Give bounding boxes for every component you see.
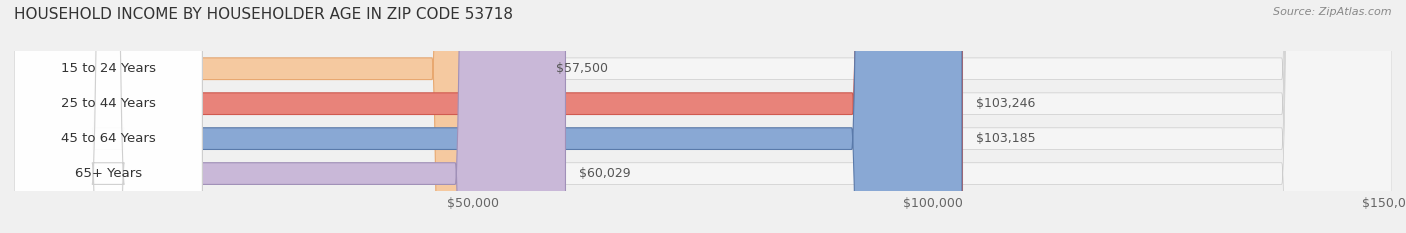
Text: 65+ Years: 65+ Years [75, 167, 142, 180]
FancyBboxPatch shape [14, 0, 1392, 233]
FancyBboxPatch shape [14, 0, 962, 233]
FancyBboxPatch shape [14, 0, 202, 233]
Text: $103,185: $103,185 [976, 132, 1035, 145]
Text: 25 to 44 Years: 25 to 44 Years [60, 97, 156, 110]
Text: 45 to 64 Years: 45 to 64 Years [60, 132, 156, 145]
Text: 15 to 24 Years: 15 to 24 Years [60, 62, 156, 75]
FancyBboxPatch shape [14, 0, 202, 233]
FancyBboxPatch shape [14, 0, 202, 233]
FancyBboxPatch shape [14, 0, 202, 233]
Text: $103,246: $103,246 [976, 97, 1036, 110]
FancyBboxPatch shape [14, 0, 1392, 233]
FancyBboxPatch shape [14, 0, 1392, 233]
FancyBboxPatch shape [14, 0, 565, 233]
FancyBboxPatch shape [14, 0, 1392, 233]
Text: $57,500: $57,500 [555, 62, 607, 75]
Text: HOUSEHOLD INCOME BY HOUSEHOLDER AGE IN ZIP CODE 53718: HOUSEHOLD INCOME BY HOUSEHOLDER AGE IN Z… [14, 7, 513, 22]
Text: $60,029: $60,029 [579, 167, 631, 180]
FancyBboxPatch shape [14, 0, 963, 233]
Text: Source: ZipAtlas.com: Source: ZipAtlas.com [1274, 7, 1392, 17]
FancyBboxPatch shape [14, 0, 543, 233]
